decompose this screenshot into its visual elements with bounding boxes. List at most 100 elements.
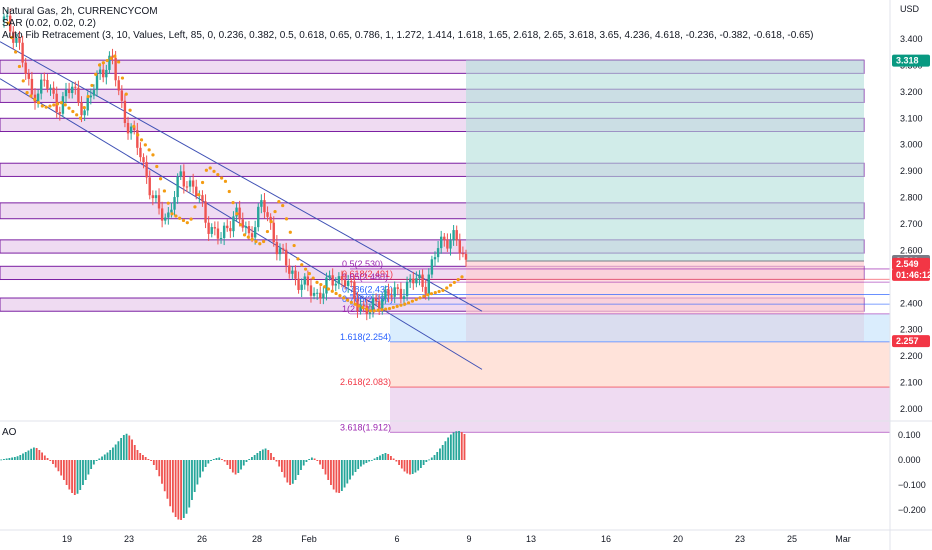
ao-bar <box>398 460 400 465</box>
sar-dot <box>193 205 197 209</box>
candle-body <box>402 296 406 299</box>
sar-dot <box>231 200 235 205</box>
sar-dot <box>78 116 83 120</box>
time-tick-label: 20 <box>673 534 683 544</box>
candle-body <box>114 57 117 81</box>
sar-dot <box>357 304 361 308</box>
candle-body <box>151 195 155 199</box>
sar-dot <box>380 308 384 312</box>
ao-bar <box>73 460 76 495</box>
sar-dot <box>281 203 285 208</box>
candle-body <box>278 248 282 255</box>
candle-body <box>201 195 204 202</box>
candle-body <box>284 249 288 266</box>
ao-bar <box>128 435 131 460</box>
ao-bar <box>272 457 275 460</box>
channel-line <box>0 41 483 312</box>
ao-bar <box>379 455 381 460</box>
sar-dot <box>71 109 75 114</box>
candle-body <box>71 86 74 94</box>
ao-legend[interactable]: AO <box>2 427 16 439</box>
ao-bar <box>343 460 346 488</box>
sar-dot <box>262 239 266 244</box>
candle-body <box>176 176 179 198</box>
sar-dot <box>14 50 18 54</box>
ao-bar <box>226 460 229 465</box>
ao-bar <box>49 460 52 461</box>
candle-body <box>343 280 347 286</box>
ao-bar <box>24 452 27 460</box>
sar-dot <box>67 106 71 110</box>
candle-body <box>191 180 195 187</box>
candle-body <box>319 292 322 299</box>
sar-dot <box>52 103 56 107</box>
sar-dot <box>113 54 117 58</box>
ao-bar <box>142 455 144 460</box>
symbol-legend[interactable]: Natural Gas, 2h, CURRENCYCOM <box>2 6 158 18</box>
sar-dot <box>75 113 79 117</box>
sar-dot <box>460 275 464 279</box>
position-layer <box>466 60 864 342</box>
sar-dot <box>273 209 277 214</box>
ao-bar <box>430 457 433 460</box>
candle-body <box>303 276 306 285</box>
candle-body <box>266 212 269 217</box>
sar-dot <box>48 104 52 108</box>
sar-dot <box>338 294 342 298</box>
ao-bar <box>455 431 458 460</box>
ao-bar <box>204 460 207 467</box>
fib-legend[interactable]: Auto Fib Retracement (3, 10, Values, Lef… <box>2 30 814 42</box>
candle-body <box>30 78 34 95</box>
ao-bar <box>419 460 422 468</box>
sar-dot <box>288 230 292 234</box>
candle-body <box>446 239 449 249</box>
sar-indicator-label: SAR (0.02, 0.02, 0.2) <box>2 18 96 29</box>
sar-dot <box>178 216 182 220</box>
candle-body <box>226 225 229 229</box>
candle-body <box>346 281 350 286</box>
ao-bar <box>302 460 305 466</box>
time-tick-label: 23 <box>124 534 134 544</box>
fib-zone <box>390 387 890 433</box>
ao-bar <box>46 458 49 460</box>
ao-bar <box>346 460 349 484</box>
ao-bar <box>112 447 114 460</box>
sar-dot <box>227 189 231 194</box>
price-tick-label: 2.400 <box>900 298 923 308</box>
price-tick-label: 2.700 <box>900 219 923 229</box>
sar-dot <box>365 307 369 311</box>
candle-body <box>195 186 198 197</box>
ao-bar <box>283 460 286 478</box>
time-tick-label: 9 <box>466 534 471 544</box>
ao-bar <box>458 431 460 460</box>
sar-dot <box>372 309 376 313</box>
sar-dot <box>33 97 37 101</box>
candle-body <box>439 236 443 249</box>
sar-layer <box>6 21 464 313</box>
ao-bar <box>387 454 390 460</box>
ao-tick-label: −0.100 <box>898 480 926 490</box>
sar-legend[interactable]: SAR (0.02, 0.02, 0.2) <box>2 18 96 30</box>
ao-bar <box>392 458 395 460</box>
time-tick-label: 6 <box>394 534 399 544</box>
candle-body <box>461 253 465 255</box>
ao-bar <box>27 450 30 460</box>
candle-body <box>381 299 384 309</box>
sar-dot <box>277 199 281 204</box>
price-tick-label: 3.200 <box>900 87 923 97</box>
sar-dot <box>334 291 338 296</box>
sar-dot <box>258 242 262 246</box>
candle-body <box>18 37 21 43</box>
candle-body <box>139 147 142 158</box>
ao-bar <box>389 456 392 460</box>
ao-bar <box>196 460 199 485</box>
fib-label: 0.786(2.397) <box>342 294 393 304</box>
candle-body <box>253 227 257 238</box>
sar-dot <box>448 283 453 287</box>
candle-body <box>148 177 151 196</box>
price-badge-text: 01:46:12 <box>896 270 932 280</box>
ao-bar <box>294 460 297 480</box>
